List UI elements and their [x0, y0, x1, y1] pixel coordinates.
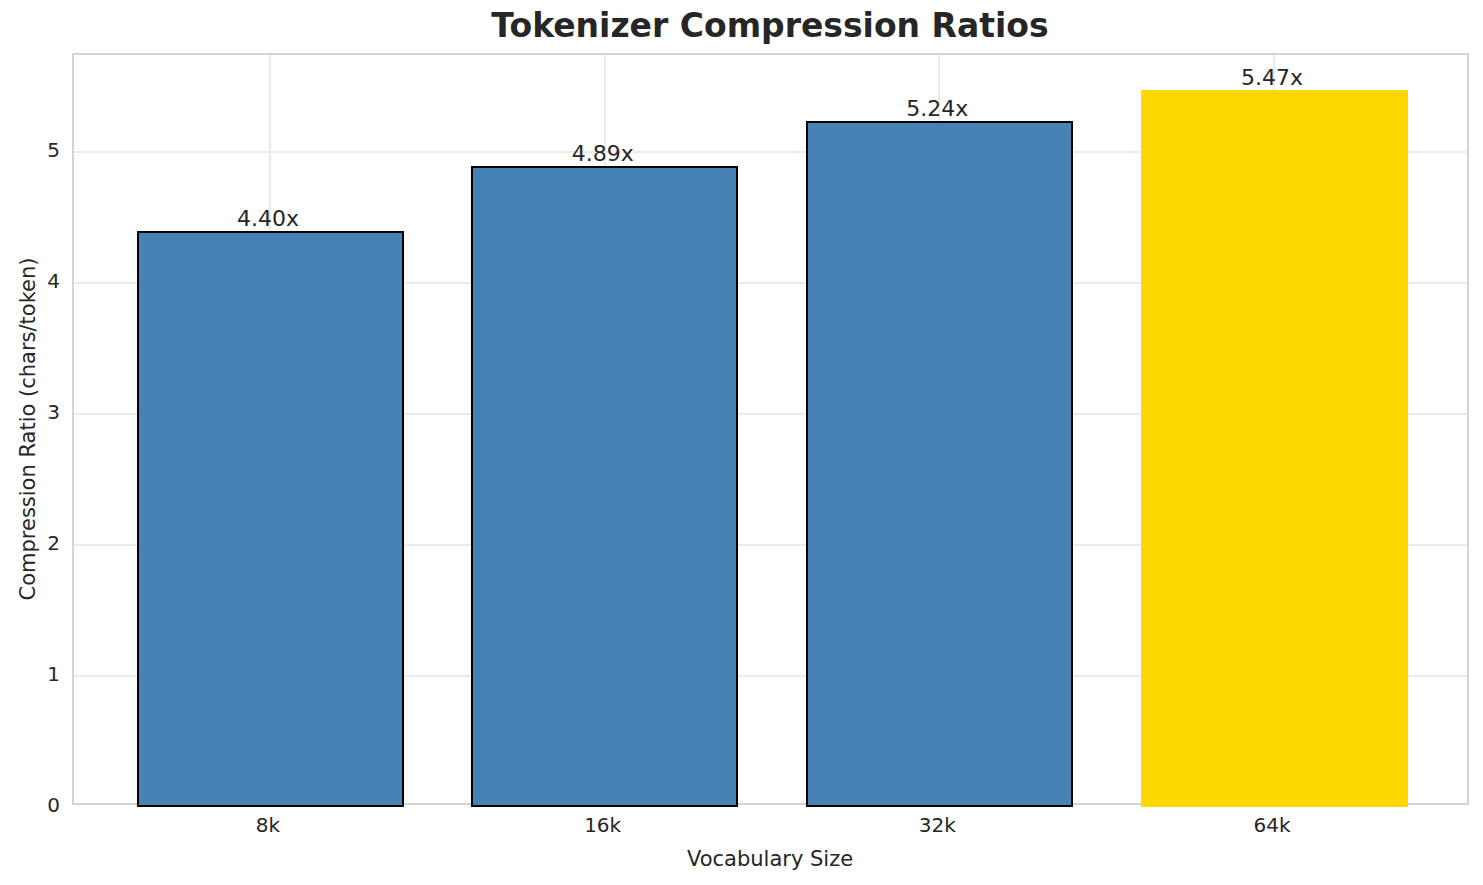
y-tick-4: 4: [0, 269, 60, 293]
y-tick-0: 0: [0, 793, 60, 817]
x-tick-8k: 8k: [256, 813, 280, 837]
bar-16k: [471, 166, 738, 807]
y-tick-5: 5: [0, 138, 60, 162]
bar-value-label-64k: 5.47x: [1241, 67, 1303, 89]
y-tick-2: 2: [0, 531, 60, 555]
bar-value-label-16k: 4.89x: [572, 143, 634, 165]
x-tick-64k: 64k: [1253, 813, 1290, 837]
bar-32k: [806, 121, 1073, 807]
chart-title: Tokenizer Compression Ratios: [491, 7, 1048, 45]
y-tick-1: 1: [0, 662, 60, 686]
bar-value-label-8k: 4.40x: [237, 208, 299, 230]
plot-area: [72, 53, 1469, 805]
x-tick-16k: 16k: [584, 813, 621, 837]
bar-value-label-32k: 5.24x: [906, 98, 968, 120]
x-axis-label: Vocabulary Size: [687, 847, 853, 871]
y-tick-3: 3: [0, 400, 60, 424]
figure: Tokenizer Compression Ratios Compression…: [0, 0, 1483, 885]
bar-8k: [137, 231, 404, 807]
x-tick-32k: 32k: [919, 813, 956, 837]
bar-64k: [1141, 90, 1408, 807]
